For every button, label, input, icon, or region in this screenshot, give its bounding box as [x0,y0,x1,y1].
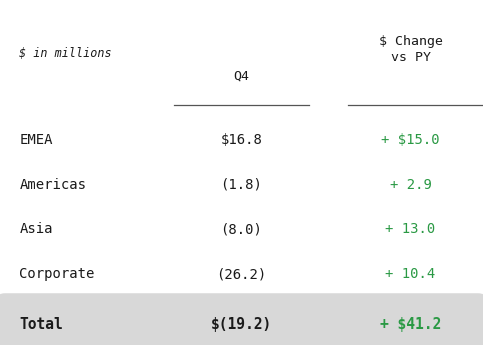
Text: + $15.0: + $15.0 [381,133,440,147]
Text: $(19.2): $(19.2) [211,317,272,332]
Text: Americas: Americas [19,178,86,191]
Text: (8.0): (8.0) [221,223,262,236]
Text: $ in millions: $ in millions [19,47,112,60]
FancyBboxPatch shape [0,293,483,345]
Text: + 2.9: + 2.9 [390,178,431,191]
Text: EMEA: EMEA [19,133,53,147]
Text: $ Change
vs PY: $ Change vs PY [379,35,442,64]
Text: + 10.4: + 10.4 [385,267,436,281]
Text: (1.8): (1.8) [221,178,262,191]
Text: Total: Total [19,317,63,332]
Text: Asia: Asia [19,223,53,236]
Text: + $41.2: + $41.2 [380,317,441,332]
Text: Q4: Q4 [233,70,250,83]
Text: Corporate: Corporate [19,267,95,281]
Text: + 13.0: + 13.0 [385,223,436,236]
Text: (26.2): (26.2) [216,267,267,281]
Text: $16.8: $16.8 [221,133,262,147]
